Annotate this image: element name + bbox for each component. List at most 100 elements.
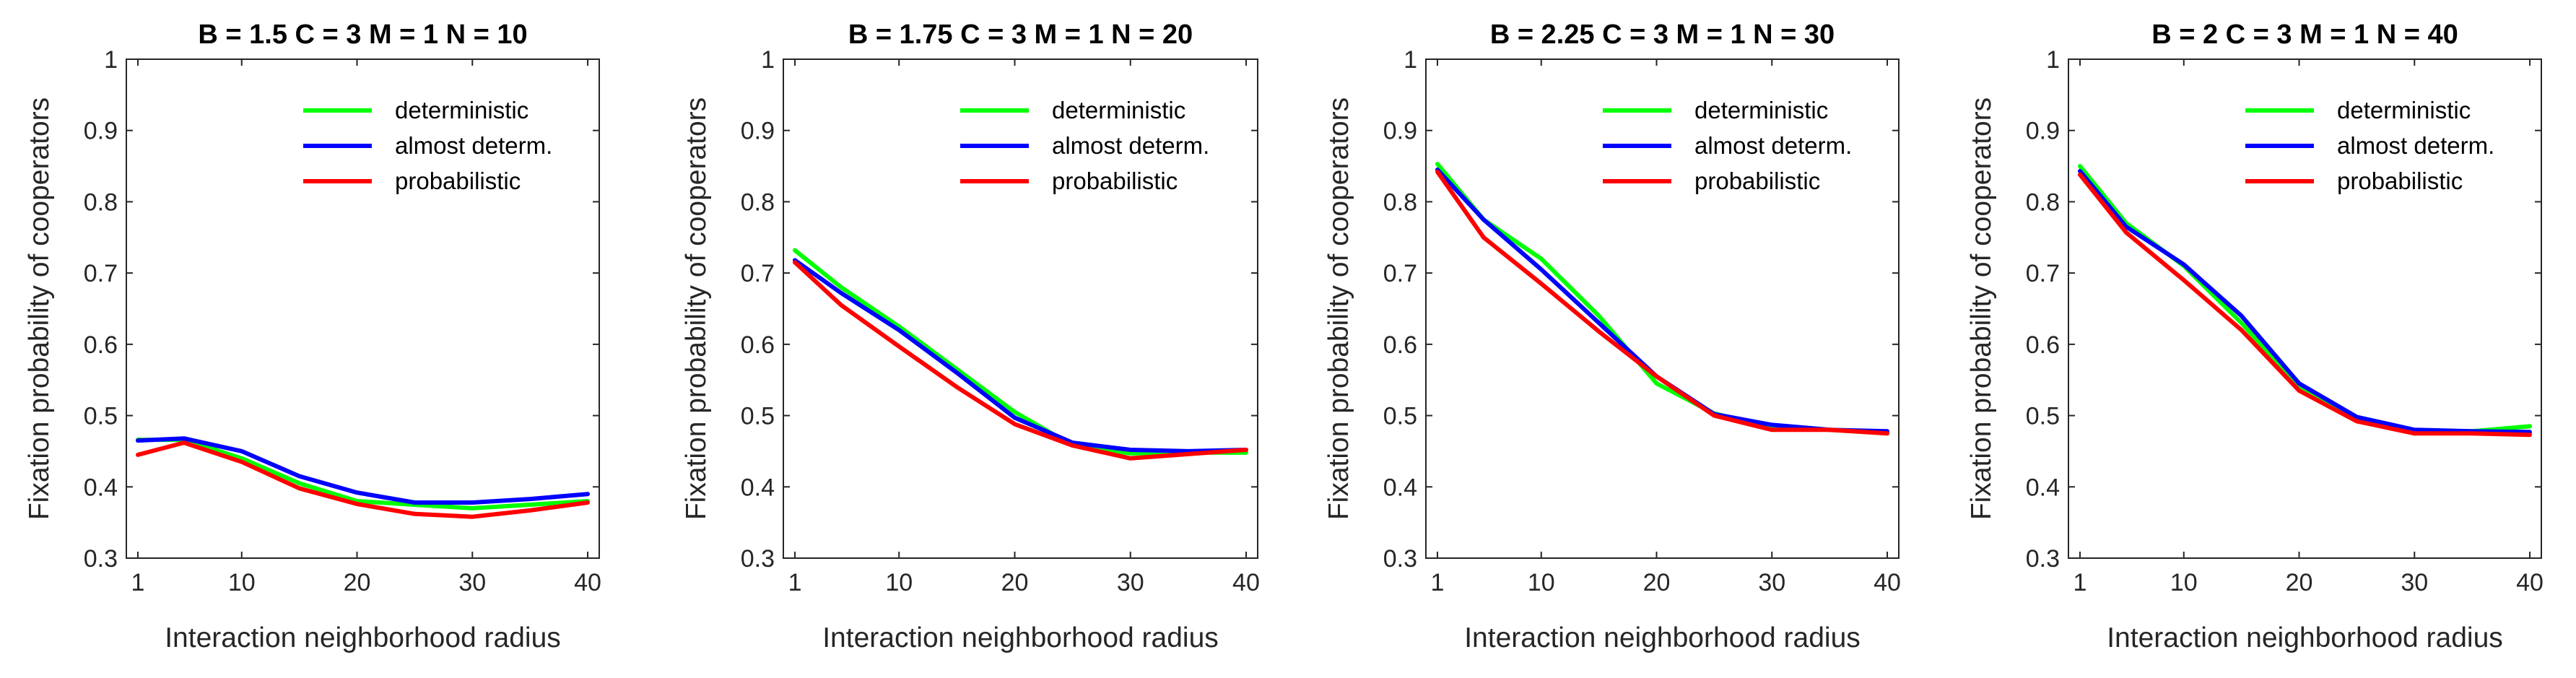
y-tick-label: 0.9 (84, 118, 118, 145)
y-tick-label: 0.3 (84, 545, 118, 573)
series-line-2 (136, 436, 590, 505)
y-tick-label: 0.3 (2026, 545, 2060, 573)
series-line-3 (2078, 172, 2532, 438)
legend-label: almost determ. (395, 132, 552, 159)
x-tick-label: 30 (1758, 569, 1785, 596)
y-tick-label: 0.9 (2026, 118, 2060, 145)
x-axis-label: Interaction neighborhood radius (822, 622, 1219, 653)
y-axis-label: Fixation probability of cooperators (1323, 97, 1354, 520)
y-tick-label: 0.5 (84, 403, 118, 430)
x-axis-label: Interaction neighborhood radius (2107, 622, 2503, 653)
x-tick-label: 1 (131, 569, 145, 596)
legend-item: deterministic (1603, 97, 1828, 123)
y-tick-label: 0.4 (2026, 474, 2060, 501)
legend-label: deterministic (1052, 97, 1185, 123)
y-tick-label: 0.8 (1383, 188, 1417, 216)
legend-item: probabilistic (2245, 168, 2463, 194)
series-line-1 (136, 438, 590, 510)
x-tick-label: 10 (2170, 569, 2198, 596)
series-line-3 (793, 260, 1248, 461)
series-line-2 (793, 258, 1248, 453)
x-tick-label: 1 (2074, 569, 2087, 596)
x-tick-label: 10 (885, 569, 913, 596)
x-tick-label: 20 (1643, 569, 1671, 596)
subplot-1: 0.3 0.4 0.5 0.6 0.7 0.8 0.9 1 1 10 20 30 40 B = 1.5 C… (24, 19, 601, 653)
y-tick-label: 0.9 (741, 118, 775, 145)
legend-label: probabilistic (1694, 168, 1820, 194)
legend-label: probabilistic (1052, 168, 1178, 194)
y-tick-label: 1 (761, 46, 775, 74)
subplot-2: 0.3 0.4 0.5 0.6 0.7 0.8 0.9 1 1 10 20 30 40 B = 1.75 … (681, 19, 1260, 653)
y-tick-label: 0.7 (2026, 260, 2060, 287)
legend-item: probabilistic (303, 168, 521, 194)
series-line-3 (1435, 170, 1889, 436)
plot-area (2068, 58, 2542, 559)
chart-title: B = 1.5 C = 3 M = 1 N = 10 (198, 19, 527, 50)
legend-label: deterministic (2337, 97, 2471, 123)
y-tick-label: 0.3 (741, 545, 775, 573)
y-tick-label: 0.8 (741, 188, 775, 216)
x-axis-label: Interaction neighborhood radius (165, 622, 561, 653)
y-axis-label: Fixation probability of cooperators (681, 97, 712, 520)
x-tick-label: 40 (574, 569, 601, 596)
x-axis-label: Interaction neighborhood radius (1464, 622, 1861, 653)
x-tick-label: 20 (2286, 569, 2313, 596)
x-tick-label: 10 (1528, 569, 1555, 596)
y-tick-label: 0.8 (84, 188, 118, 216)
y-tick-label: 0.8 (2026, 188, 2060, 216)
y-tick-label: 0.4 (84, 474, 118, 501)
legend-label: probabilistic (395, 168, 521, 194)
x-tick-label: 1 (1431, 569, 1445, 596)
subplot-3: 0.3 0.4 0.5 0.6 0.7 0.8 0.9 1 1 10 20 30 40 B = 2.25 … (1323, 19, 1901, 653)
legend-item: deterministic (303, 97, 528, 123)
y-tick-label: 0.3 (1383, 545, 1417, 573)
x-tick-label: 40 (1232, 569, 1260, 596)
legend-item: deterministic (2245, 97, 2471, 123)
y-tick-label: 0.6 (84, 331, 118, 359)
y-tick-label: 0.5 (741, 403, 775, 430)
legend-item: probabilistic (960, 168, 1178, 194)
legend-item: almost determ. (1603, 132, 1852, 159)
y-tick-label: 1 (1404, 46, 1417, 74)
y-axis-label: Fixation probability of cooperators (1966, 97, 1997, 520)
legend-item: deterministic (960, 97, 1185, 123)
y-tick-label: 0.5 (1383, 403, 1417, 430)
x-tick-label: 40 (1874, 569, 1901, 596)
legend-label: deterministic (395, 97, 528, 123)
legend-label: deterministic (1694, 97, 1828, 123)
subplot-4: 0.3 0.4 0.5 0.6 0.7 0.8 0.9 1 1 10 20 30 40 B = 2 C =… (1966, 19, 2544, 653)
y-tick-label: 0.4 (741, 474, 775, 501)
x-tick-label: 20 (344, 569, 371, 596)
y-tick-label: 0.6 (1383, 331, 1417, 359)
legend-label: almost determ. (1052, 132, 1209, 159)
x-tick-label: 10 (228, 569, 256, 596)
series-line-2 (2078, 169, 2532, 435)
x-tick-label: 30 (2401, 569, 2428, 596)
y-tick-label: 0.5 (2026, 403, 2060, 430)
y-tick-label: 1 (2046, 46, 2060, 74)
plot-area (1425, 58, 1900, 559)
legend-item: almost determ. (303, 132, 552, 159)
x-tick-label: 1 (788, 569, 802, 596)
x-tick-label: 30 (458, 569, 486, 596)
y-tick-label: 0.7 (1383, 260, 1417, 287)
legend-item: probabilistic (1603, 168, 1820, 194)
y-axis-label: Fixation probability of cooperators (24, 97, 55, 520)
plot-area (126, 58, 600, 559)
legend-label: probabilistic (2337, 168, 2463, 194)
y-tick-label: 0.7 (84, 260, 118, 287)
y-tick-label: 0.9 (1383, 118, 1417, 145)
y-tick-label: 0.4 (1383, 474, 1417, 501)
legend-label: almost determ. (2337, 132, 2494, 159)
y-tick-label: 0.7 (741, 260, 775, 287)
chart-title: B = 2.25 C = 3 M = 1 N = 30 (1490, 19, 1835, 50)
legend-item: almost determ. (960, 132, 1209, 159)
x-tick-label: 20 (1001, 569, 1029, 596)
legend-item: almost determ. (2245, 132, 2494, 159)
chart-title: B = 1.75 C = 3 M = 1 N = 20 (848, 19, 1193, 50)
y-tick-label: 0.6 (2026, 331, 2060, 359)
legend-label: almost determ. (1694, 132, 1852, 159)
y-tick-label: 1 (104, 46, 118, 74)
y-tick-label: 0.6 (741, 331, 775, 359)
